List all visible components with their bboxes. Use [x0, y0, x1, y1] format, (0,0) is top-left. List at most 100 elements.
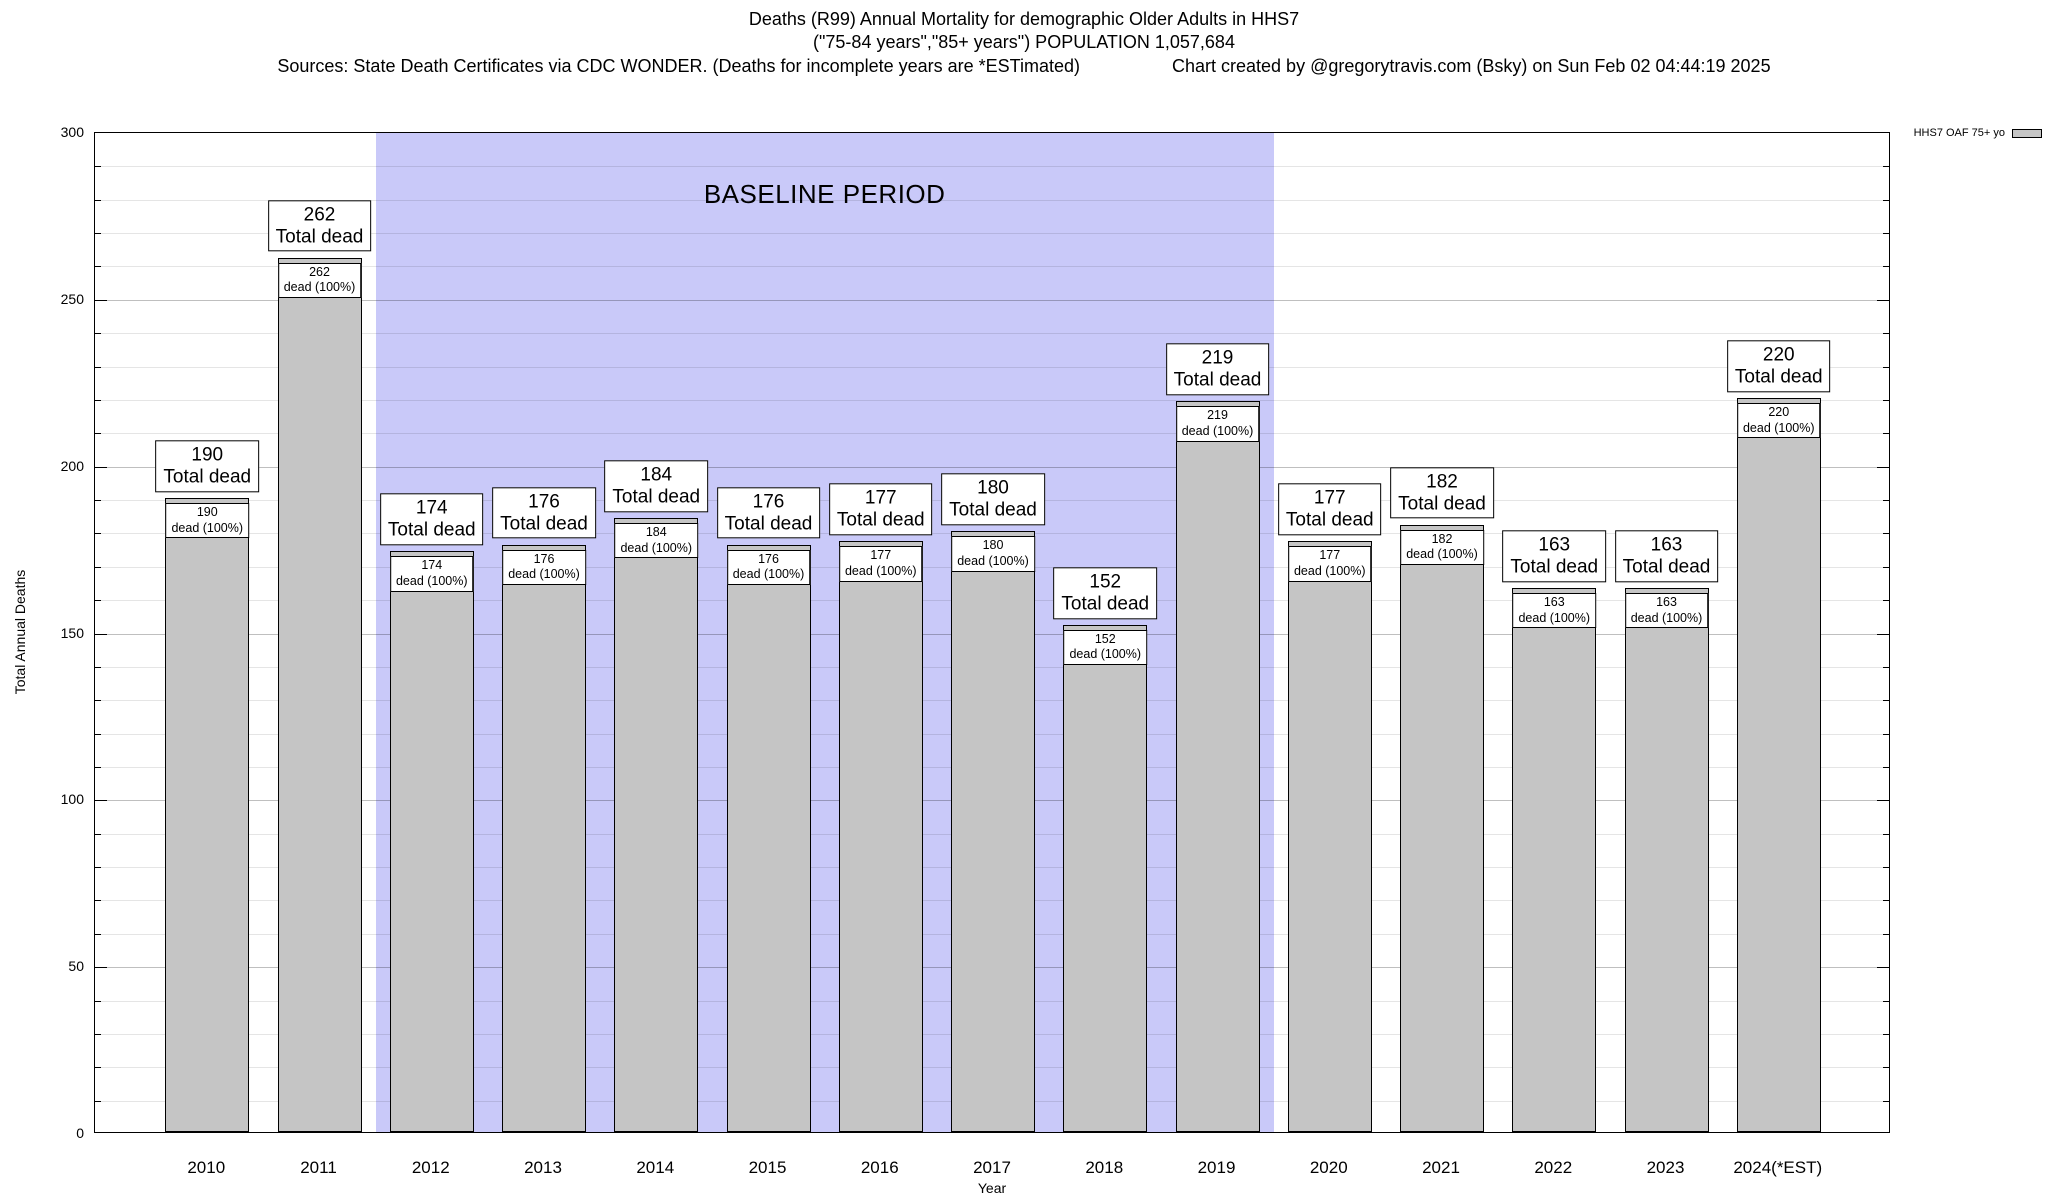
bar-inner-label-2016: 177 dead (100%): [838, 546, 923, 582]
y-tick-mark: [95, 600, 101, 602]
y-tick-mark: [95, 500, 101, 502]
y-tick-mark: [95, 166, 101, 168]
bar-2020: [1287, 541, 1372, 1132]
y-axis-title: Total Annual Deaths: [12, 569, 28, 695]
y-tick-mark: [95, 700, 101, 702]
gridline: [95, 233, 1889, 235]
legend: HHS7 OAF 75+ yo: [1914, 127, 2042, 139]
y-tick-mark: [95, 399, 101, 401]
y-tick-mark: [95, 633, 107, 635]
y-tick-mark: [1883, 166, 1889, 168]
bar-inner-label-2012: 174 dead (100%): [389, 556, 474, 592]
y-tick-mark: [1877, 466, 1889, 468]
bar-2018: [1063, 624, 1148, 1132]
y-tick-mark: [1883, 266, 1889, 268]
gridline: [95, 299, 1889, 301]
y-tick-mark: [1877, 967, 1889, 969]
y-tick-mark: [1877, 800, 1889, 802]
bar-total-label-2014: 184 Total dead: [604, 460, 709, 513]
bar-2023: [1624, 588, 1709, 1132]
y-tick-mark: [1883, 766, 1889, 768]
y-tick-mark: [95, 1000, 101, 1002]
y-tick-mark: [1883, 1067, 1889, 1069]
bar-total-label-2011: 262 Total dead: [267, 200, 372, 252]
bar-total-label-2023: 163 Total dead: [1614, 530, 1719, 583]
chart-title-line3: Sources: State Death Certificates via CD…: [0, 55, 2048, 78]
bar-total-label-2024(*EST): 220 Total dead: [1726, 340, 1831, 392]
y-tick-mark: [95, 833, 101, 835]
y-tick-mark: [1883, 900, 1889, 902]
y-tick-mark: [95, 800, 107, 802]
bar-total-label-2017: 180 Total dead: [941, 473, 1045, 526]
y-tick-mark: [95, 466, 107, 468]
y-tick-mark: [1883, 533, 1889, 535]
bar-2012: [389, 551, 474, 1132]
chart-title-line1: Deaths (R99) Annual Mortality for demogr…: [748, 9, 1300, 29]
bar-2015: [726, 544, 811, 1132]
y-tick-mark: [95, 867, 101, 869]
y-tick-mark: [1883, 366, 1889, 368]
bar-2016: [838, 541, 923, 1132]
y-tick-label-300: 300: [60, 124, 84, 140]
y-tick-mark: [95, 266, 101, 268]
y-tick-label-50: 50: [68, 958, 84, 975]
x-tick-label-2024(*EST): 2024(*EST): [1733, 1158, 1823, 1177]
y-tick-mark: [95, 1067, 101, 1069]
y-tick-mark: [95, 366, 101, 368]
y-tick-mark: [1883, 333, 1889, 335]
x-tick-label-2020: 2020: [1309, 1158, 1348, 1177]
bar-inner-label-2018: 152 dead (100%): [1063, 629, 1148, 666]
bar-inner-label-2022: 163 dead (100%): [1512, 593, 1597, 629]
plot-area: BASELINE PERIOD 190 Total dead 190 dead (100…: [94, 132, 1890, 1133]
bar-total-label-2019: 219 Total dead: [1165, 343, 1270, 396]
x-tick-label-2022: 2022: [1534, 1158, 1573, 1177]
y-tick-mark: [95, 1033, 101, 1035]
y-tick-mark: [1877, 633, 1889, 635]
x-tick-label-2016: 2016: [860, 1158, 899, 1177]
bar-2011: [277, 257, 362, 1132]
bar-total-label-2015: 176 Total dead: [716, 487, 821, 539]
bar-inner-label-2013: 176 dead (100%): [502, 549, 586, 585]
y-tick-mark: [95, 967, 107, 969]
x-tick-label-2015: 2015: [748, 1158, 787, 1177]
y-tick-mark: [1877, 299, 1889, 301]
chart-title-line2: ("75-84 years","85+ years") POPULATION 1…: [813, 32, 1235, 53]
y-tick-mark: [95, 299, 107, 301]
bar-2013: [502, 544, 586, 1132]
bar-inner-label-2010: 190 dead (100%): [165, 503, 250, 539]
y-tick-mark: [95, 900, 101, 902]
x-tick-label-2018: 2018: [1085, 1158, 1124, 1177]
y-tick-mark: [1883, 733, 1889, 735]
y-tick-mark: [1883, 1000, 1889, 1002]
y-tick-mark: [95, 766, 101, 768]
x-tick-label-2011: 2011: [300, 1158, 337, 1177]
y-tick-label-250: 250: [60, 290, 84, 307]
y-tick-mark: [1883, 433, 1889, 435]
bar-inner-label-2014: 184 dead (100%): [614, 523, 699, 559]
x-tick-label-2013: 2013: [524, 1158, 562, 1177]
bar-2014: [614, 518, 699, 1132]
y-tick-mark: [1883, 1033, 1889, 1035]
bar-total-label-2022: 163 Total dead: [1502, 530, 1607, 583]
x-tick-label-2012: 2012: [411, 1158, 450, 1177]
bar-inner-label-2015: 176 dead (100%): [726, 549, 811, 585]
y-tick-mark: [1883, 867, 1889, 869]
y-tick-mark: [1883, 399, 1889, 401]
legend-label: HHS7 OAF 75+ yo: [1913, 127, 2005, 139]
legend-swatch: [2012, 128, 2042, 138]
y-tick-mark: [95, 199, 101, 201]
y-tick-mark: [95, 666, 101, 668]
y-tick-mark: [1883, 233, 1889, 235]
y-tick-mark: [95, 433, 101, 435]
x-tick-label-2023: 2023: [1646, 1158, 1685, 1177]
bar-total-label-2020: 177 Total dead: [1277, 483, 1382, 536]
y-tick-mark: [1883, 600, 1889, 602]
y-tick-mark: [95, 733, 101, 735]
x-tick-label-2021: 2021: [1422, 1158, 1460, 1177]
x-tick-label-2014: 2014: [636, 1158, 675, 1177]
gridline: [95, 433, 1889, 435]
y-tick-label-0: 0: [76, 1125, 84, 1141]
gridline: [95, 466, 1889, 468]
bar-2024(*EST): [1736, 397, 1821, 1132]
